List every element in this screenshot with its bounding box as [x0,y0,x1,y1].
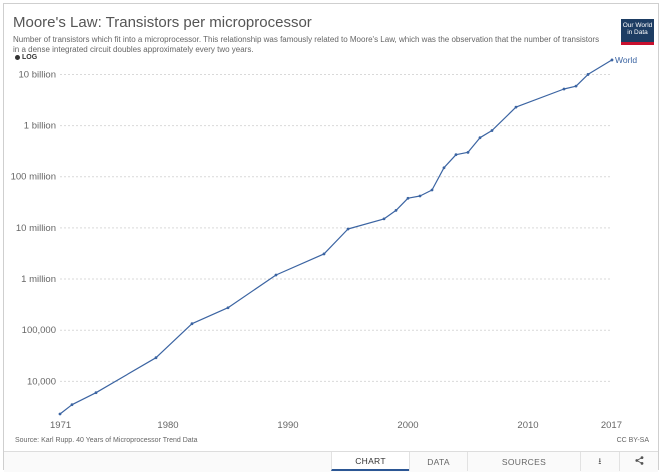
data-point [394,208,398,212]
download-icon: ⭳ [598,455,602,466]
data-point [490,129,494,132]
tab-chart[interactable]: CHART [331,452,409,471]
data-point [190,322,194,326]
tab-data[interactable]: DATA [409,452,467,471]
download-button[interactable]: ⭳ [580,452,619,471]
series-label: World [615,55,637,65]
data-point [94,391,98,395]
data-point [154,356,158,360]
x-tick-label: 1990 [277,420,298,431]
y-tick-label: 100 million [11,172,56,183]
logo-line-2: in Data [627,29,648,36]
data-point [586,73,590,76]
chart-card: Moore's Law: Transistors per microproces… [3,3,659,472]
data-point [406,196,410,200]
data-point [514,105,518,109]
x-tick-label: 2010 [517,420,538,431]
tab-bar: CHART DATA SOURCES ⭳ [4,451,658,472]
y-tick-label: 10,000 [27,376,56,387]
data-point [466,150,470,154]
logo-line-1: Our World [622,22,653,29]
tab-sources[interactable]: SOURCES [467,452,580,471]
chart-title: Moore's Law: Transistors per microproces… [13,14,312,31]
data-point [610,58,614,62]
y-tick-label: 100,000 [22,325,56,336]
log-scale-toggle[interactable]: LOG [15,54,37,61]
x-tick-label: 2017 [601,420,622,431]
share-icon [634,456,644,467]
data-point [478,136,482,140]
data-point [70,403,74,407]
data-point [322,252,326,256]
y-tick-label: 10 million [16,223,56,234]
data-point [574,84,578,88]
data-point [454,153,458,157]
owid-logo[interactable]: Our World in Data [621,19,654,45]
x-tick-label: 1980 [157,420,178,431]
data-point [226,306,230,310]
data-point [274,273,278,277]
data-point [58,412,62,416]
source-note[interactable]: Source: Karl Rupp. 40 Years of Microproc… [15,437,198,444]
series-line [59,59,613,415]
x-tick-label: 2000 [397,420,418,431]
chart-subtitle: Number of transistors which fit into a m… [13,35,600,54]
data-point [418,194,422,198]
y-tick-label: 1 million [21,274,56,285]
share-button[interactable] [619,452,658,471]
x-tick-label: 1971 [50,420,71,431]
license-note[interactable]: CC BY-SA [616,437,649,444]
radio-dot-icon [15,55,20,60]
logo-accent-bar [621,42,654,45]
data-point [382,217,386,221]
chart-plot: 10,000 100,000 1 million 10 million 100 mill… [11,55,638,431]
log-toggle-label: LOG [22,54,38,61]
y-tick-label: 1 billion [24,121,56,132]
data-point [442,166,446,170]
data-point [562,87,566,91]
y-tick-label: 10 billion [19,69,57,80]
data-point [430,188,434,192]
data-point [346,227,350,231]
